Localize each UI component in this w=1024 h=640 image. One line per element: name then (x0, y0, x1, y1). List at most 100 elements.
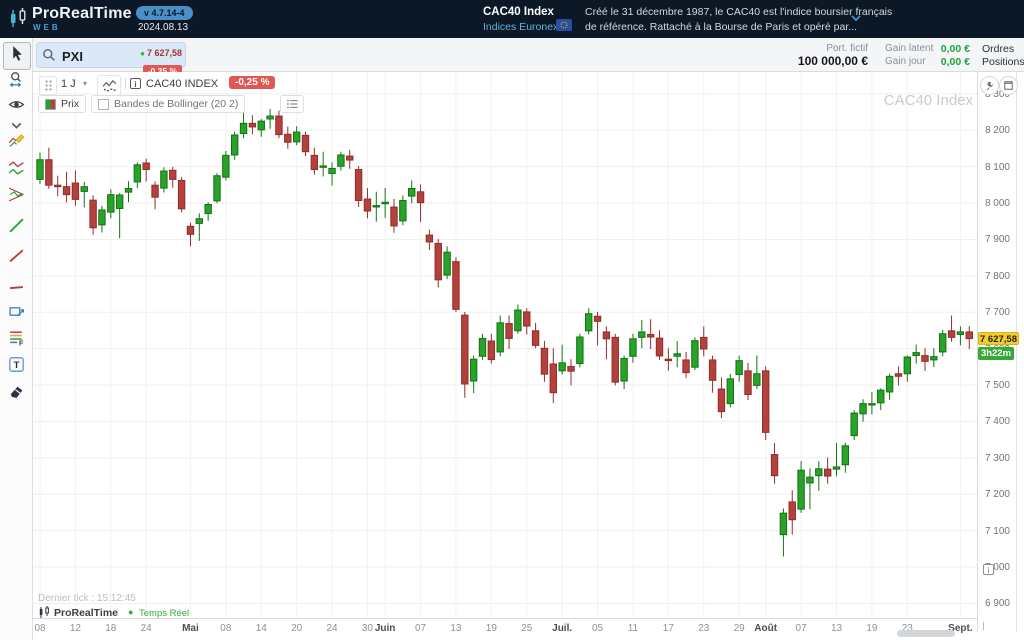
candle-body (319, 165, 327, 168)
candle-body (620, 357, 628, 382)
maximize-window-button[interactable] (999, 76, 1018, 95)
brand-name: ProRealTime (32, 5, 132, 22)
candle-body (850, 412, 858, 437)
sidebar-tool-hline[interactable] (3, 278, 29, 302)
candle-body (478, 337, 487, 357)
gain-latent-label: Gain latent (885, 43, 934, 54)
indicator-options-button[interactable] (280, 95, 304, 113)
candle-body (239, 122, 248, 135)
candle-body (266, 115, 274, 120)
candle-body (762, 370, 770, 433)
candle-body (655, 337, 664, 357)
time-tick-label: Août (754, 623, 778, 634)
axis-info-icon[interactable]: i (983, 564, 994, 575)
draw-icon (8, 131, 25, 153)
sidebar-tool-pattern[interactable] (3, 185, 29, 209)
candlestick-chart[interactable] (33, 72, 977, 618)
candle-body (735, 360, 743, 375)
bollinger-checkbox[interactable] (98, 98, 109, 110)
candle-body (80, 186, 88, 192)
sidebar-tool-cursor[interactable] (3, 42, 31, 70)
candle-body (788, 501, 796, 521)
candle-body (682, 359, 690, 374)
timeframe-dropdown[interactable]: 1 J (61, 78, 76, 90)
candle-body (71, 182, 80, 200)
candle-body (823, 468, 832, 477)
candle-body (346, 155, 354, 161)
time-tick-label: 07 (795, 623, 807, 634)
candle-body (664, 358, 673, 362)
sidebar-tool-draw[interactable] (3, 130, 29, 154)
view-icon (8, 96, 25, 118)
legend-price-chip[interactable]: Prix (38, 95, 87, 113)
candle-body (408, 187, 416, 197)
hline-icon (8, 279, 25, 301)
positions-link[interactable]: Positions (982, 56, 1024, 68)
eu-flag-icon (556, 19, 572, 31)
instrument-description-line1: Créé le 31 décembre 1987, le CAC40 est l… (585, 6, 893, 18)
candle-body (45, 159, 53, 186)
zigzag-icon (8, 159, 25, 181)
legend-bollinger-chip[interactable]: Bandes de Bollinger (20 2) (91, 95, 246, 113)
price-tick-label: 8 100 (984, 161, 1010, 173)
instrument-market-link[interactable]: Indices Euronext (483, 21, 562, 33)
sidebar-tool-zoom[interactable] (3, 70, 29, 94)
candle-body (841, 445, 850, 466)
candle-body (638, 331, 646, 338)
chart-watermark: CAC40 Index (883, 92, 973, 109)
chart-instrument-label: CAC40 INDEX (146, 78, 219, 90)
candle-body (425, 234, 434, 243)
sidebar-tool-text[interactable]: T (3, 355, 29, 379)
candle-body (310, 154, 319, 171)
portfolio-value: 100 000,00 € (797, 54, 868, 68)
sidebar-tool-eraser[interactable] (3, 381, 29, 405)
sidebar-tool-view[interactable] (3, 95, 29, 119)
candle-body (885, 375, 894, 393)
candle-body (868, 403, 876, 406)
version-badge: v 4.7.14-4 (136, 6, 193, 20)
candle-body (939, 333, 947, 353)
candle-body (292, 131, 301, 143)
search-input[interactable] (60, 44, 116, 68)
candle-body (89, 199, 97, 229)
candle-body (717, 388, 726, 413)
price-tick-label: 7 300 (984, 452, 1010, 464)
price-tick-label: 7 100 (984, 525, 1010, 537)
candle-body (204, 203, 212, 215)
sidebar-tool-trendup[interactable] (3, 216, 29, 240)
sidebar-tool-rect[interactable] (3, 302, 29, 326)
orders-link[interactable]: Ordres (982, 43, 1015, 55)
horizontal-scrollbar-thumb[interactable] (897, 630, 955, 637)
candle-body (691, 340, 699, 368)
chevron-down-icon[interactable]: ▾ (83, 79, 88, 88)
candle-body (133, 164, 142, 183)
candle-body (921, 355, 929, 362)
sidebar-tool-zigzag[interactable] (3, 158, 29, 182)
chevron-down-icon[interactable] (848, 10, 864, 26)
chart-settings-button[interactable] (980, 76, 999, 95)
instrument-info-icon[interactable]: i (130, 78, 141, 89)
drag-handle[interactable] (39, 76, 57, 95)
brand-sub: WEB (33, 23, 61, 32)
sidebar-tool-more[interactable] (3, 116, 29, 140)
gain-latent-value: 0,00 € (940, 43, 970, 55)
candle-body (700, 336, 708, 350)
sidebar-tool-trenddown[interactable] (3, 246, 29, 270)
time-tick-label: 24 (140, 623, 152, 634)
candle-body (231, 134, 239, 156)
candle-body (646, 333, 655, 338)
price-tick-label: 7 700 (984, 307, 1010, 319)
candle-body (593, 315, 602, 322)
candle-body (372, 205, 381, 208)
candle-body (169, 169, 177, 180)
candle-body (469, 358, 478, 382)
candle-body (98, 209, 106, 226)
zoom-icon (8, 71, 25, 93)
gain-jour-value: 0,00 € (940, 56, 970, 68)
time-tick-label: Mai (182, 623, 199, 634)
chart-type-button[interactable] (97, 75, 121, 96)
candle-body (257, 120, 265, 131)
candle-body (912, 352, 920, 357)
time-tick-label: 19 (866, 623, 878, 634)
sidebar-tool-fib[interactable]: F (3, 328, 29, 352)
